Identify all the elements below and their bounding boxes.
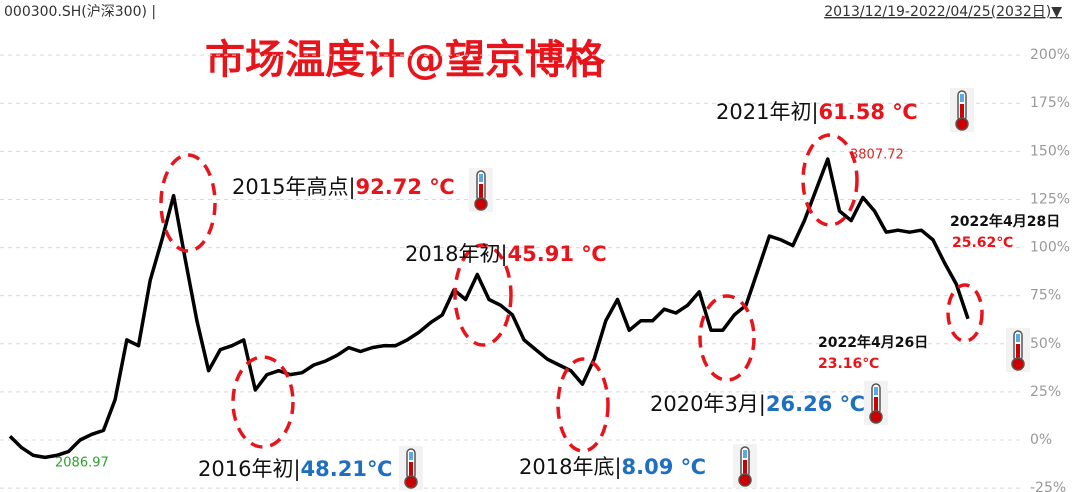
highlight-ellipse bbox=[231, 355, 295, 449]
latest-date: 2022年4月26日 bbox=[818, 334, 928, 351]
icon-top bbox=[479, 174, 483, 182]
icon-fill bbox=[409, 462, 413, 478]
icon-bulb bbox=[404, 475, 418, 489]
highlight-ellipse bbox=[159, 153, 217, 253]
highlight-ellipse bbox=[453, 243, 513, 347]
icon-bulb bbox=[474, 197, 488, 211]
icon-bulb bbox=[869, 410, 883, 424]
point-label: 3807.72 bbox=[850, 148, 904, 163]
annotation: 2016年初|48.21℃ bbox=[198, 457, 392, 482]
y-tick-label: 200% bbox=[1030, 47, 1070, 63]
annotation-label: 2020年3月| bbox=[650, 392, 766, 417]
annotation-temperature: 45.91 ℃ bbox=[508, 242, 607, 266]
point-label: 2086.97 bbox=[55, 456, 109, 471]
y-tick-label: 25% bbox=[1030, 384, 1061, 400]
icon-bulb bbox=[955, 117, 969, 131]
y-tick-label: 125% bbox=[1030, 191, 1070, 207]
annotation-temperature: 8.09 ℃ bbox=[622, 455, 707, 479]
annotation: 2015年高点|92.72 ℃ bbox=[232, 175, 455, 200]
y-tick-label: 175% bbox=[1030, 95, 1070, 111]
latest-temperature: 25.62℃ bbox=[952, 235, 1013, 251]
thermometer-icon bbox=[1006, 328, 1030, 372]
thermometer-icon bbox=[733, 444, 757, 488]
annotation-label: 2021年初| bbox=[716, 100, 819, 125]
highlight-ellipse bbox=[946, 283, 984, 343]
y-tick-label: 75% bbox=[1030, 288, 1061, 304]
annotation: 2018年底|8.09 ℃ bbox=[519, 455, 706, 480]
y-tick-label: 0% bbox=[1030, 432, 1052, 448]
header-left: 000300.SH(沪深300) | bbox=[4, 4, 156, 20]
y-tick-label: 100% bbox=[1030, 240, 1070, 256]
thermometer-icon bbox=[864, 381, 888, 425]
header-right: 2013/12/19-2022/04/25(2032日)▼ bbox=[824, 4, 1062, 20]
icon-bulb bbox=[1011, 357, 1025, 371]
annotation-label: 2015年高点| bbox=[232, 175, 356, 200]
thermometer-icon bbox=[950, 88, 974, 132]
annotation: 2018年初|45.91 ℃ bbox=[405, 242, 607, 267]
highlight-ellipse bbox=[801, 133, 859, 227]
icon-fill bbox=[743, 460, 747, 476]
annotation-label: 2018年底| bbox=[519, 455, 622, 480]
latest-temperature: 23.16℃ bbox=[818, 356, 879, 372]
annotation-temperature: 48.21℃ bbox=[301, 457, 393, 481]
icon-top bbox=[1016, 334, 1020, 342]
highlight-ellipse bbox=[556, 357, 610, 453]
y-tick-label: 50% bbox=[1030, 336, 1061, 352]
icon-fill bbox=[479, 184, 483, 200]
thermometer-icon bbox=[399, 446, 423, 490]
annotation-label: 2018年初| bbox=[405, 242, 508, 267]
icon-fill bbox=[874, 397, 878, 413]
chart-title: 市场温度计@望京博格 bbox=[205, 37, 606, 83]
annotation-temperature: 92.72 ℃ bbox=[356, 175, 455, 199]
icon-fill bbox=[1016, 344, 1020, 360]
y-tick-label: -25% bbox=[1030, 480, 1066, 492]
highlight-ellipse bbox=[698, 294, 756, 382]
icon-bulb bbox=[738, 473, 752, 487]
icon-top bbox=[960, 94, 964, 102]
icon-top bbox=[874, 387, 878, 395]
icon-fill bbox=[960, 104, 964, 120]
annotation: 2021年初|61.58 ℃ bbox=[716, 100, 918, 125]
y-tick-label: 150% bbox=[1030, 143, 1070, 159]
thermometer-icon bbox=[469, 168, 493, 212]
annotation-temperature: 61.58 ℃ bbox=[819, 100, 918, 124]
latest-date: 2022年4月28日 bbox=[950, 213, 1060, 230]
icon-top bbox=[743, 450, 747, 458]
annotation-label: 2016年初| bbox=[198, 457, 301, 482]
icon-top bbox=[409, 452, 413, 460]
annotation: 2020年3月|26.26 ℃ bbox=[650, 392, 865, 417]
annotation-temperature: 26.26 ℃ bbox=[766, 392, 865, 416]
